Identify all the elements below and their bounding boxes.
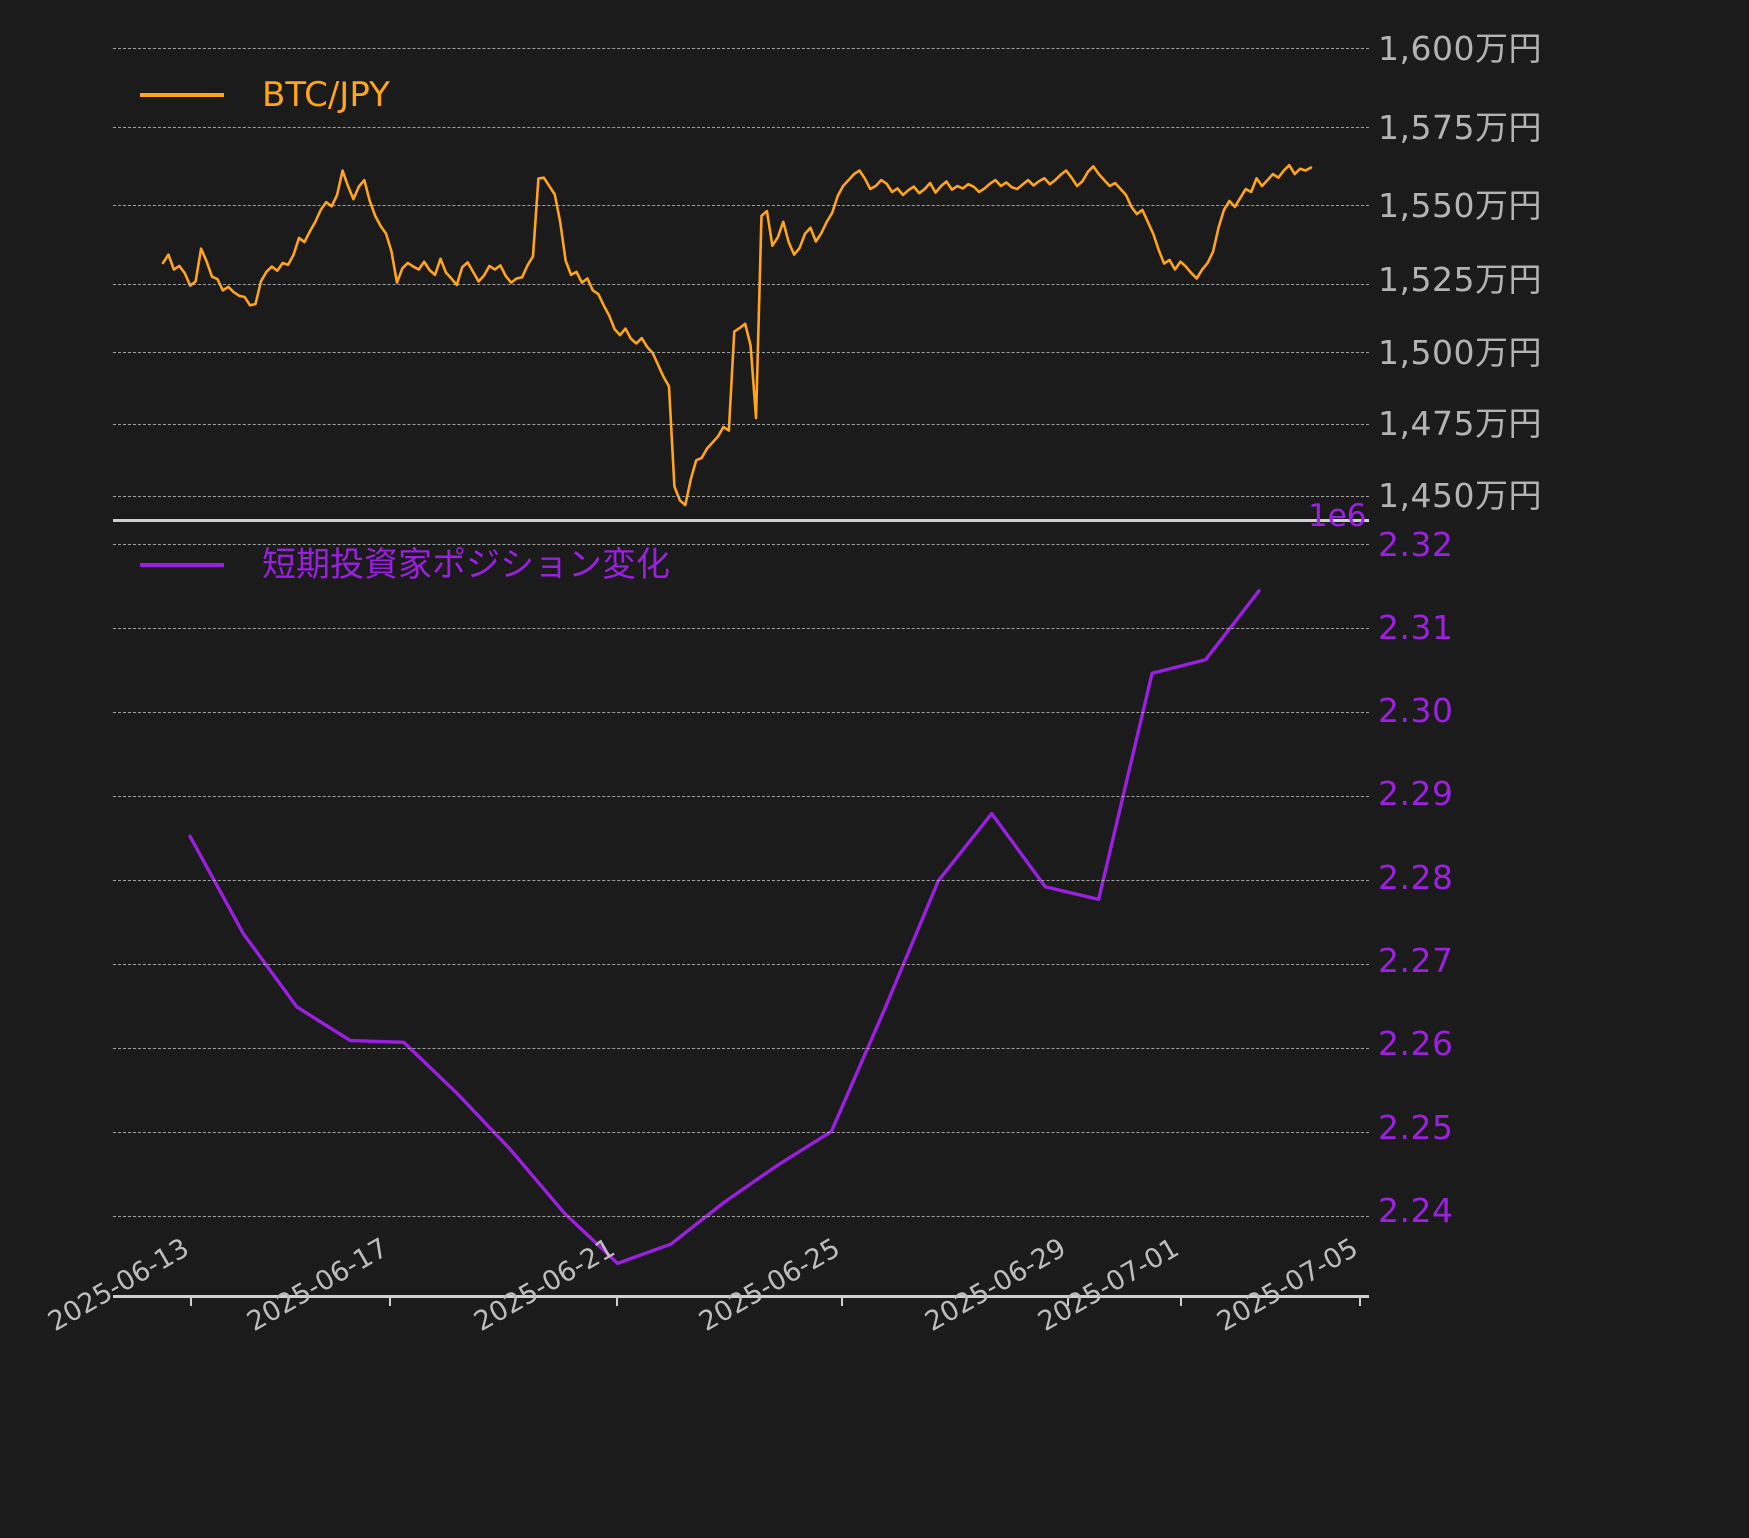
xtick-mark-1 [389,1296,391,1306]
legend-label-btc: BTC/JPY [262,78,390,112]
gridline-bot-5 [113,964,1369,965]
gridline-top-5 [113,424,1369,425]
legend-position-change[interactable]: 短期投資家ポジション変化 [140,548,670,582]
xtick-mark-5 [1180,1296,1182,1306]
gridline-bot-1 [113,628,1369,629]
gridline-bot-4 [113,880,1369,881]
gridline-bot-7 [113,1132,1369,1133]
position-change-line [113,532,1369,1297]
gridline-bot-6 [113,1048,1369,1049]
ytick-bot-6: 2.26 [1378,1027,1453,1060]
ytick-top-5: 1,475万円 [1378,407,1542,440]
gridline-bot-8 [113,1216,1369,1217]
top-panel-bottom-spine [113,519,1369,522]
axis-offset-label: 1e6 [1308,498,1367,534]
ytick-bot-4: 2.28 [1378,861,1453,894]
gridline-top-2 [113,205,1369,206]
legend-line-swatch-btc [140,93,224,97]
xtick-mark-3 [841,1296,843,1306]
gridline-top-6 [113,496,1369,497]
xtick-mark-2 [616,1296,618,1306]
position-change-panel [113,532,1369,1297]
ytick-bot-8: 2.24 [1378,1194,1453,1227]
gridline-top-3 [113,284,1369,285]
ytick-top-3: 1,525万円 [1378,263,1542,296]
ytick-top-6: 1,450万円 [1378,479,1542,512]
gridline-top-1 [113,127,1369,128]
gridline-bot-3 [113,796,1369,797]
ytick-top-1: 1,575万円 [1378,111,1542,144]
ytick-top-4: 1,500万円 [1378,336,1542,369]
ytick-bot-1: 2.31 [1378,611,1453,644]
legend-label-position: 短期投資家ポジション変化 [262,548,670,582]
ytick-top-0: 1,600万円 [1378,32,1542,65]
xtick-mark-0 [190,1296,192,1306]
ytick-bot-3: 2.29 [1378,777,1453,810]
ytick-bot-5: 2.27 [1378,944,1453,977]
ytick-bot-7: 2.25 [1378,1111,1453,1144]
ytick-bot-0: 2.32 [1378,528,1453,561]
gridline-top-0 [113,48,1369,49]
gridline-top-4 [113,352,1369,353]
ytick-top-2: 1,550万円 [1378,189,1542,222]
xtick-mark-6 [1359,1296,1361,1306]
legend-btc-jpy[interactable]: BTC/JPY [140,78,390,112]
ytick-bot-2: 2.30 [1378,694,1453,727]
chart-figure: 1,600万円 1,575万円 1,550万円 1,525万円 1,500万円 … [0,0,1749,1538]
legend-line-swatch-position [140,563,224,567]
gridline-bot-2 [113,712,1369,713]
